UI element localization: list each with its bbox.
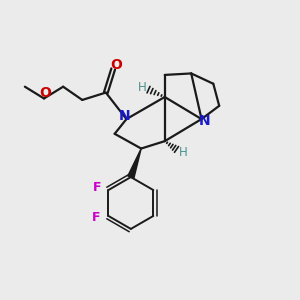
Text: N: N [199,114,210,128]
Text: O: O [110,58,122,73]
Text: O: O [40,86,51,100]
Polygon shape [128,148,141,178]
Text: H: H [137,81,146,94]
Text: H: H [179,146,188,159]
Text: N: N [119,109,131,123]
Text: F: F [92,211,100,224]
Text: F: F [93,181,101,194]
